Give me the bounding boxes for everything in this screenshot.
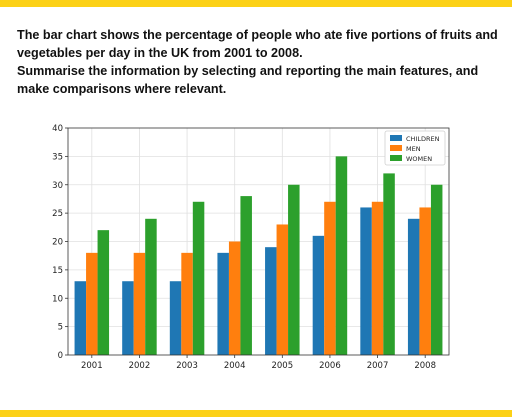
bar-women xyxy=(335,156,348,355)
x-tick-label: 2004 xyxy=(224,361,246,371)
bar-women xyxy=(192,201,205,355)
x-tick-label: 2002 xyxy=(129,361,151,371)
legend-label-women: WOMEN xyxy=(406,155,432,163)
bar-children xyxy=(360,207,372,355)
legend-label-children: CHILDREN xyxy=(406,135,440,143)
x-tick-label: 2005 xyxy=(271,361,293,371)
legend-swatch-men xyxy=(390,145,402,151)
bar-women xyxy=(240,196,252,355)
y-tick-label: 0 xyxy=(58,351,63,361)
bar-men xyxy=(133,252,146,355)
x-tick-label: 2003 xyxy=(176,361,198,371)
prompt-description: The bar chart shows the percentage of pe… xyxy=(17,28,498,60)
chart-axes xyxy=(65,127,450,358)
x-tick-label: 2008 xyxy=(414,361,436,371)
bar-children xyxy=(169,281,182,355)
chart-tick-labels: 0 5 10 15 20 25 30 35 40 2001 2002 2003 2004 2005 2006… xyxy=(52,124,436,371)
bar-men xyxy=(371,201,384,355)
legend-swatch-children xyxy=(390,135,402,141)
bar-children xyxy=(407,218,420,355)
chart-bars xyxy=(74,156,443,355)
y-tick-label: 20 xyxy=(52,238,63,248)
bar-women xyxy=(145,218,157,355)
prompt-instruction: Summarise the information by selecting a… xyxy=(17,64,479,96)
y-tick-label: 5 xyxy=(58,323,63,333)
y-tick-label: 30 xyxy=(52,181,63,191)
legend-swatch-women xyxy=(390,155,402,161)
x-tick-label: 2007 xyxy=(367,361,389,371)
bar-men xyxy=(228,241,241,355)
bar-men xyxy=(86,252,98,355)
bar-children xyxy=(217,252,229,355)
chart-legend: CHILDREN MEN WOMEN xyxy=(384,130,446,166)
bottom-accent-bar xyxy=(0,410,512,417)
bar-children xyxy=(74,281,87,355)
x-tick-label: 2001 xyxy=(81,361,103,371)
bar-men xyxy=(419,207,431,355)
x-tick-label: 2006 xyxy=(319,361,341,371)
bar-women xyxy=(97,230,110,355)
y-tick-label: 15 xyxy=(52,266,63,276)
y-tick-label: 25 xyxy=(52,209,63,219)
bar-men xyxy=(181,252,193,355)
task-prompt: The bar chart shows the percentage of pe… xyxy=(17,26,502,98)
bar-men xyxy=(324,201,336,355)
bar-children xyxy=(122,281,134,355)
legend-label-men: MEN xyxy=(406,145,421,153)
bar-men xyxy=(276,224,289,355)
bar-women xyxy=(430,184,443,355)
bar-women xyxy=(383,173,395,355)
y-tick-label: 10 xyxy=(52,294,63,304)
y-tick-label: 40 xyxy=(52,124,63,134)
top-accent-bar xyxy=(0,0,512,7)
y-tick-label: 35 xyxy=(52,152,63,162)
bar-children xyxy=(265,247,277,355)
bar-children xyxy=(312,235,325,355)
bar-women xyxy=(288,184,300,355)
